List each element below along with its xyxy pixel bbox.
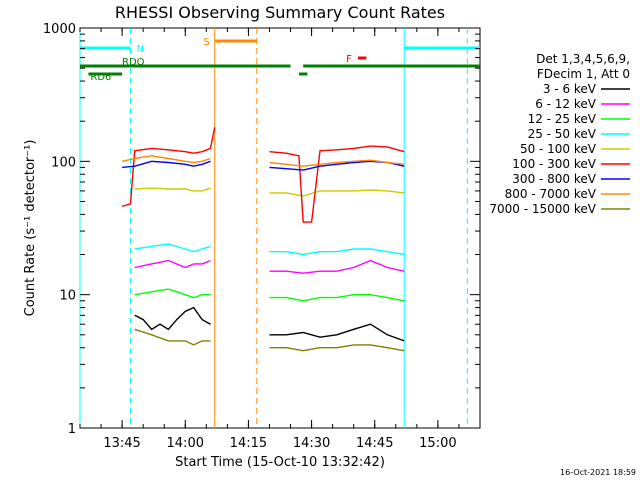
series-3-segment-0 [134,243,211,253]
legend-header-2: FDecim 1, Att 0 [537,67,630,81]
y-tick-label-0: 1 [68,422,76,437]
chart-title: RHESSI Observing Summary Count Rates [115,3,445,22]
series-8-segment-0 [134,328,211,346]
legend-label-2: 12 - 25 keV [528,112,597,126]
legend-label-5: 100 - 300 keV [512,157,596,171]
series-1-segment-1 [269,259,405,274]
series-4-segment-1 [269,189,405,197]
x-tick-label-3: 14:30 [293,436,330,451]
series-5-segment-0 [121,127,216,207]
y-tick-label-1: 10 [59,289,76,304]
flag-label-f: F [346,54,352,65]
x-tick-label-1: 14:00 [167,436,204,451]
x-tick-label-0: 13:45 [103,436,140,451]
legend-label-3: 25 - 50 keV [528,127,597,141]
y-axis-ticks: 1 10 100 1000 [43,22,480,437]
flag-label-rdo: RDO [122,57,145,68]
series-7-segment-0 [121,155,211,164]
y-tick-label-2: 100 [51,155,76,170]
series-3-segment-1 [269,248,405,256]
x-axis-ticks: 13:45 14:00 14:15 14:30 14:45 15:00 [79,28,481,451]
series-8-segment-1 [269,344,405,352]
footer-date: 16-Oct-2021 18:59 [560,468,636,477]
series-4-segment-0 [134,187,211,192]
x-tick-label-5: 15:00 [419,436,456,451]
vertical-markers [79,28,468,428]
flag-label-n: N [137,44,144,55]
legend-label-8: 7000 - 15000 keV [489,202,596,216]
flag-label-rd6: RD6 [90,72,111,83]
flag-label-s: S [203,37,209,48]
legend-label-4: 50 - 100 keV [520,142,597,156]
y-tick-label-3: 1000 [43,22,76,37]
x-tick-label-2: 14:15 [230,436,267,451]
legend-label-7: 800 - 7000 keV [505,187,597,201]
legend-header-1: Det 1,3,4,5,6,9, [536,52,630,66]
series-0-segment-1 [269,323,405,342]
legend-label-1: 6 - 12 keV [535,97,597,111]
series-2-segment-0 [134,288,211,299]
y-axis-label: Count Rate (s⁻¹ detector⁻¹) [23,140,38,317]
flag-bars: N S F RDO RD6 [80,37,480,83]
x-axis-label: Start Time (15-Oct-10 13:32:42) [175,455,385,470]
legend-label-6: 300 - 800 keV [512,172,596,186]
legend-label-0: 3 - 6 keV [543,82,597,96]
x-tick-label-4: 14:45 [356,436,393,451]
series-6-segment-0 [122,160,211,169]
series-2-segment-1 [269,294,405,302]
series-0-segment-0 [134,306,211,331]
series-5-segment-1 [269,145,405,223]
data-series [121,127,405,352]
series-7-segment-1 [269,159,405,167]
plot-frame [79,27,481,429]
series-1-segment-0 [134,259,211,269]
